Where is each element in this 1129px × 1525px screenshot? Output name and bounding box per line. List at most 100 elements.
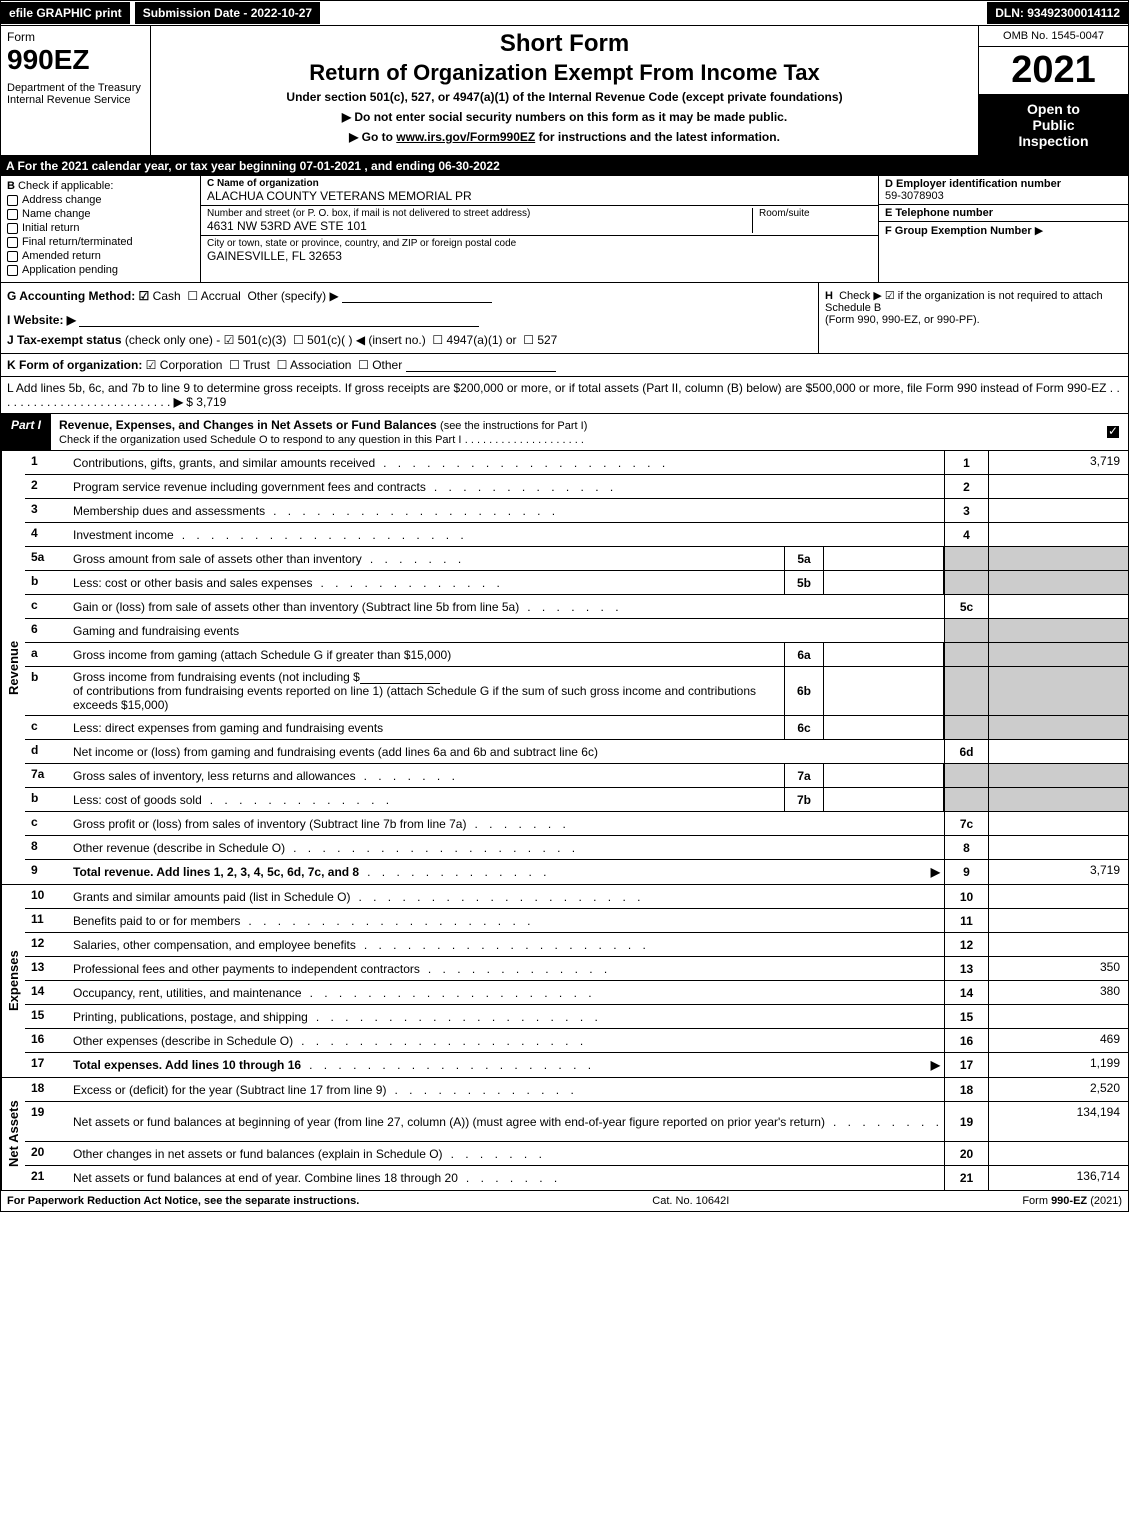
- other-specify-line[interactable]: [342, 289, 492, 303]
- line-2-code: 2: [944, 475, 988, 498]
- line-7c: c Gross profit or (loss) from sales of i…: [25, 812, 1128, 836]
- accrual-checkbox[interactable]: ☐: [187, 289, 198, 303]
- other-label: Other (specify) ▶: [247, 289, 338, 303]
- line-14-val: 380: [988, 981, 1128, 1004]
- line-6b-blank[interactable]: [360, 670, 440, 684]
- group-exemption-cell: F Group Exemption Number ▶: [879, 222, 1128, 282]
- expenses-vert-label: Expenses: [1, 885, 25, 1077]
- return-title: Return of Organization Exempt From Incom…: [159, 60, 970, 86]
- line-6b: b Gross income from fundraising events (…: [25, 667, 1128, 716]
- b-label: B: [7, 180, 15, 192]
- corp-checkbox[interactable]: ☑: [146, 358, 157, 372]
- line-5a: 5a Gross amount from sale of assets othe…: [25, 547, 1128, 571]
- form-number: 990EZ: [7, 44, 144, 76]
- 501c3-checkbox[interactable]: ☑: [224, 333, 235, 347]
- h-checkbox[interactable]: ☑: [885, 290, 895, 302]
- ein-value: 59-3078903: [885, 190, 1122, 202]
- line-5a-desc: Gross amount from sale of assets other t…: [73, 552, 362, 566]
- checkbox-initial-return[interactable]: [7, 223, 18, 234]
- ein-label: D Employer identification number: [885, 178, 1122, 190]
- 501c-checkbox[interactable]: ☐: [293, 333, 304, 347]
- line-6a-subval: [824, 643, 944, 666]
- part-i-checkbox[interactable]: [1107, 426, 1119, 438]
- 527-checkbox[interactable]: ☐: [523, 333, 534, 347]
- line-9-desc: Total revenue. Add lines 1, 2, 3, 4, 5c,…: [73, 865, 359, 879]
- row-l-arrow: ▶: [174, 395, 183, 409]
- other-org-checkbox[interactable]: ☐: [358, 358, 369, 372]
- cash-checkbox[interactable]: ☑: [139, 289, 150, 303]
- address-change-label: Address change: [22, 194, 102, 206]
- form-of-org-label: K Form of organization:: [7, 358, 142, 372]
- line-5b-num: b: [25, 571, 69, 594]
- dots-icon: . . . . . . . . . . . . . . . . . . . .: [174, 528, 940, 542]
- checkbox-address-change[interactable]: [7, 195, 18, 206]
- col-b-checkboxes: B Check if applicable: Address change Na…: [1, 176, 201, 282]
- line-3-val: [988, 499, 1128, 522]
- application-pending-label: Application pending: [22, 264, 118, 276]
- website-line[interactable]: [79, 313, 479, 327]
- line-6-desc: Gaming and fundraising events: [73, 624, 239, 638]
- line-2-val: [988, 475, 1128, 498]
- instr2-post: for instructions and the latest informat…: [535, 130, 780, 144]
- line-6d-desc: Net income or (loss) from gaming and fun…: [73, 745, 598, 759]
- dots-icon: . . . . . . .: [362, 552, 780, 566]
- line-14: 14 Occupancy, rent, utilities, and maint…: [25, 981, 1128, 1005]
- line-4-num: 4: [25, 523, 69, 546]
- line-11-desc: Benefits paid to or for members: [73, 914, 240, 928]
- line-18-desc: Excess or (deficit) for the year (Subtra…: [73, 1083, 386, 1097]
- line-5c-desc: Gain or (loss) from sale of assets other…: [73, 600, 519, 614]
- col-def: D Employer identification number 59-3078…: [878, 176, 1128, 282]
- checkbox-final-return[interactable]: [7, 237, 18, 248]
- irs-link[interactable]: www.irs.gov/Form990EZ: [396, 130, 535, 144]
- checkbox-application-pending[interactable]: [7, 265, 18, 276]
- dots-icon: . . . . . . .: [443, 1147, 940, 1161]
- line-6a: a Gross income from gaming (attach Sched…: [25, 643, 1128, 667]
- instruction-goto: ▶ Go to www.irs.gov/Form990EZ for instru…: [159, 130, 970, 144]
- line-16: 16 Other expenses (describe in Schedule …: [25, 1029, 1128, 1053]
- checkbox-name-change[interactable]: [7, 209, 18, 220]
- efile-print-label[interactable]: efile GRAPHIC print: [1, 2, 130, 24]
- line-5a-val-shaded: [988, 547, 1128, 570]
- line-18-code: 18: [944, 1078, 988, 1101]
- line-21-val: 136,714: [988, 1166, 1128, 1190]
- line-16-code: 16: [944, 1029, 988, 1052]
- net-assets-lines: 18 Excess or (deficit) for the year (Sub…: [25, 1078, 1128, 1190]
- line-12-val: [988, 933, 1128, 956]
- trust-checkbox[interactable]: ☐: [229, 358, 240, 372]
- line-9-num: 9: [25, 860, 69, 884]
- assoc-checkbox[interactable]: ☐: [277, 358, 288, 372]
- line-5b-sub: 5b: [784, 571, 824, 594]
- arrow-icon: ▶: [931, 865, 940, 879]
- part-i-title: Revenue, Expenses, and Changes in Net As…: [51, 414, 1098, 450]
- line-17-code: 17: [944, 1053, 988, 1077]
- dots-icon: . . . . . . . . . . . . . . . . . . . .: [301, 1058, 931, 1072]
- dots-icon: . . . . . . . . . . . . .: [825, 1115, 940, 1129]
- dots-icon: . . . . . . . . . . . . . . . . . . . .: [240, 914, 940, 928]
- line-6-num: 6: [25, 619, 69, 642]
- line-12-desc: Salaries, other compensation, and employ…: [73, 938, 356, 952]
- h-check-text: Check ▶: [839, 290, 882, 302]
- dots-icon: . . . . . . . . . . . . . . . . . . . .: [350, 890, 940, 904]
- dots-icon: . . . . . . . . . . . . . . . . . . . .: [356, 938, 940, 952]
- line-7a-code-shaded: [944, 764, 988, 787]
- checkbox-amended-return[interactable]: [7, 251, 18, 262]
- org-name-label: C Name of organization: [207, 178, 872, 189]
- line-6a-val-shaded: [988, 643, 1128, 666]
- line-1-num: 1: [25, 451, 69, 474]
- row-l-text: L Add lines 5b, 6c, and 7b to line 9 to …: [7, 381, 1106, 395]
- line-11-val: [988, 909, 1128, 932]
- other-org-line[interactable]: [406, 358, 556, 372]
- line-2-num: 2: [25, 475, 69, 498]
- header-center: Short Form Return of Organization Exempt…: [151, 26, 978, 155]
- row-k-form-of-org: K Form of organization: ☑ Corporation ☐ …: [0, 354, 1129, 377]
- expenses-table: Expenses 10 Grants and similar amounts p…: [0, 885, 1129, 1078]
- telephone-cell: E Telephone number: [879, 205, 1128, 222]
- 4947-checkbox[interactable]: ☐: [432, 333, 443, 347]
- org-name-box: C Name of organization ALACHUA COUNTY VE…: [201, 176, 878, 206]
- 527-label: 527: [537, 333, 557, 347]
- footer-right: Form 990-EZ (2021): [1022, 1195, 1122, 1207]
- line-1-code: 1: [944, 451, 988, 474]
- dln-label: DLN: 93492300014112: [987, 2, 1128, 24]
- dots-icon: . . . . . . .: [466, 817, 940, 831]
- line-6c-sub: 6c: [784, 716, 824, 739]
